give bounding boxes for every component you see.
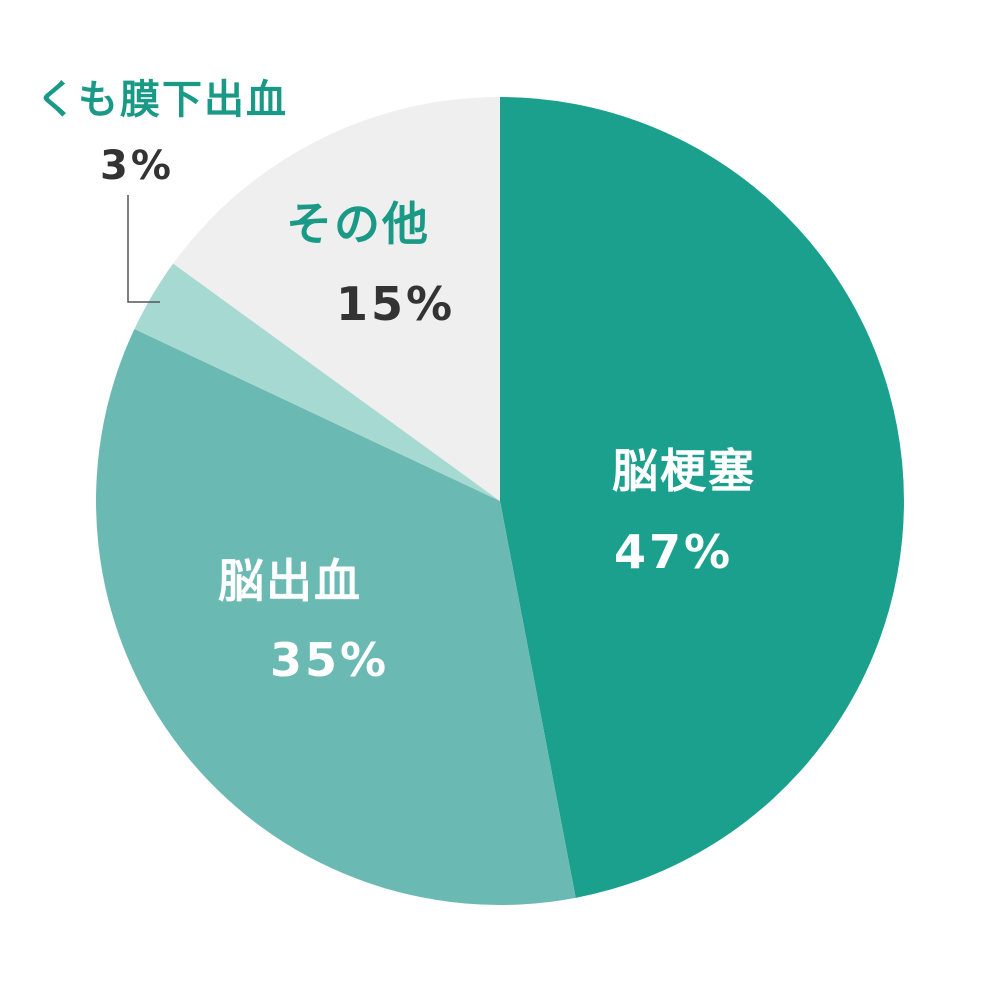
slice-cerebral-hemorrhage: [96, 328, 576, 905]
slice-cerebral-infarction: [500, 97, 904, 898]
slice-value-cerebral-infarction: 47%: [614, 525, 733, 579]
pie-slices: [96, 97, 904, 905]
slice-label-other: その他: [286, 197, 430, 251]
slice-subarachnoid-hemorrhage: [134, 263, 500, 501]
slice-other: [173, 97, 500, 501]
slice-label-subarachnoid-hemorrhage: くも膜下出血: [36, 77, 288, 123]
slice-label-cerebral-hemorrhage: 脳出血: [218, 554, 362, 608]
slice-value-cerebral-hemorrhage: 35%: [270, 633, 389, 687]
slice-value-subarachnoid-hemorrhage: 3%: [100, 143, 174, 189]
leader-line-subarachnoid: [127, 195, 160, 303]
slice-label-cerebral-infarction: 脳梗塞: [612, 444, 756, 498]
slice-value-other: 15%: [336, 277, 455, 331]
